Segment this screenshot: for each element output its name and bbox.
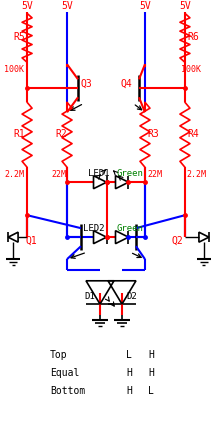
- Text: 5V: 5V: [139, 1, 151, 11]
- Text: 22M: 22M: [147, 170, 162, 179]
- Text: R2: R2: [55, 129, 67, 139]
- Text: 22M: 22M: [51, 170, 66, 179]
- Text: Q4: Q4: [121, 78, 133, 88]
- Text: H: H: [126, 368, 132, 378]
- Text: R5: R5: [13, 32, 25, 42]
- Text: 2.2M: 2.2M: [187, 170, 207, 179]
- Text: 100K: 100K: [4, 65, 24, 74]
- Text: R3: R3: [147, 129, 159, 139]
- Text: H: H: [148, 350, 154, 360]
- Text: Top: Top: [50, 350, 68, 360]
- Text: D2: D2: [126, 291, 137, 301]
- Text: 5V: 5V: [21, 1, 33, 11]
- Text: R1: R1: [13, 129, 25, 139]
- Text: H: H: [126, 386, 132, 396]
- Text: H: H: [148, 368, 154, 378]
- Text: Q3: Q3: [80, 78, 92, 88]
- Text: LED1: LED1: [88, 169, 110, 178]
- Text: 5V: 5V: [179, 1, 191, 11]
- Text: Q2: Q2: [172, 236, 184, 246]
- Text: Q1: Q1: [25, 236, 37, 246]
- Text: LED2: LED2: [83, 224, 105, 233]
- Text: Equal: Equal: [50, 368, 79, 378]
- Text: R6: R6: [187, 32, 199, 42]
- Text: L: L: [126, 350, 132, 360]
- Text: D1: D1: [84, 291, 95, 301]
- Text: 5V: 5V: [61, 1, 73, 11]
- Text: 100K: 100K: [181, 65, 201, 74]
- Text: Bottom: Bottom: [50, 386, 85, 396]
- Text: Green: Green: [117, 224, 144, 233]
- Text: Green: Green: [117, 169, 144, 178]
- Text: R4: R4: [187, 129, 199, 139]
- Text: 2.2M: 2.2M: [4, 170, 24, 179]
- Text: L: L: [148, 386, 154, 396]
